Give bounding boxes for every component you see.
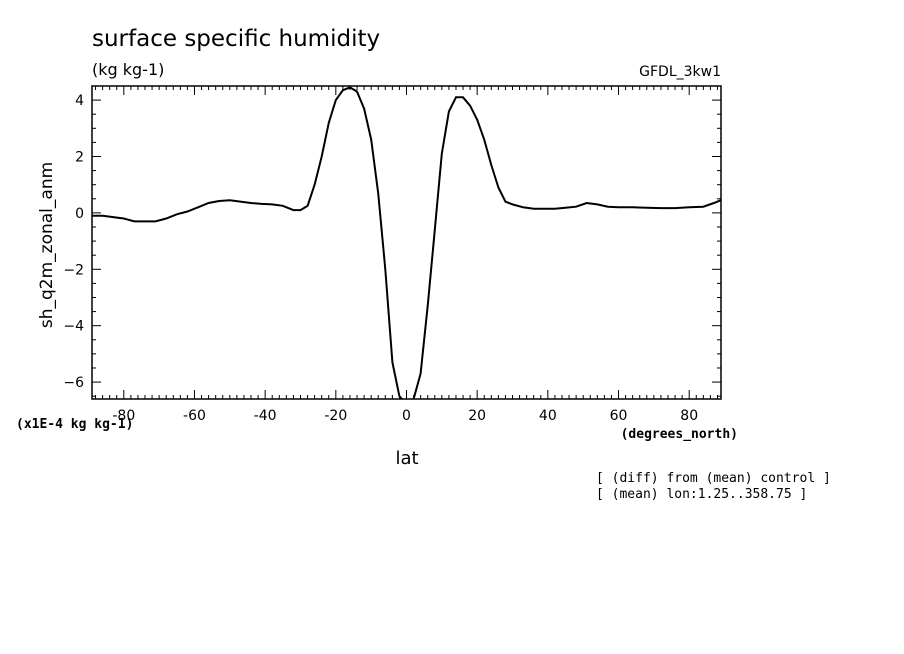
y-tick-label: 0 <box>75 206 84 222</box>
note-mean: [ (mean) lon:1.25..358.75 ] <box>596 487 807 502</box>
x-ticks: -80 -60 -40 -20 0 20 40 60 80 <box>95 86 718 424</box>
y-tick-label: −6 <box>63 375 84 391</box>
y-scale-note: (x1E-4 kg kg-1) <box>16 417 133 432</box>
x-axis-label: lat <box>395 448 418 469</box>
note-diff: [ (diff) from (mean) control ] <box>596 471 831 486</box>
y-tick-label: 4 <box>75 93 84 109</box>
units-label: (kg kg-1) <box>92 60 164 79</box>
x-units-label: (degrees_north) <box>621 427 738 442</box>
y-tick-label: −2 <box>63 262 84 278</box>
x-tick-label: -40 <box>254 408 277 424</box>
y-ticks: −6 −4 −2 0 2 4 <box>63 85 721 397</box>
x-tick-label: -20 <box>324 408 347 424</box>
chart-title: surface specific humidity <box>92 26 380 52</box>
plot-area: -80 -60 -40 -20 0 20 40 60 80 −6 −4 −2 0 2 4 <box>63 85 722 424</box>
y-axis-label: sh_q2m_zonal_anm <box>37 162 57 328</box>
x-tick-label: -80 <box>112 408 135 424</box>
x-tick-label: 60 <box>610 408 628 424</box>
x-tick-label: 80 <box>680 408 698 424</box>
series-line <box>92 86 721 399</box>
x-tick-label: 40 <box>539 408 557 424</box>
x-tick-label: 0 <box>402 408 411 424</box>
model-label: GFDL_3kw1 <box>639 64 721 80</box>
y-tick-label: 2 <box>75 149 84 165</box>
x-tick-label: -60 <box>183 408 206 424</box>
x-tick-label: 20 <box>468 408 486 424</box>
y-tick-label: −4 <box>63 319 84 335</box>
plot-frame <box>91 85 722 400</box>
